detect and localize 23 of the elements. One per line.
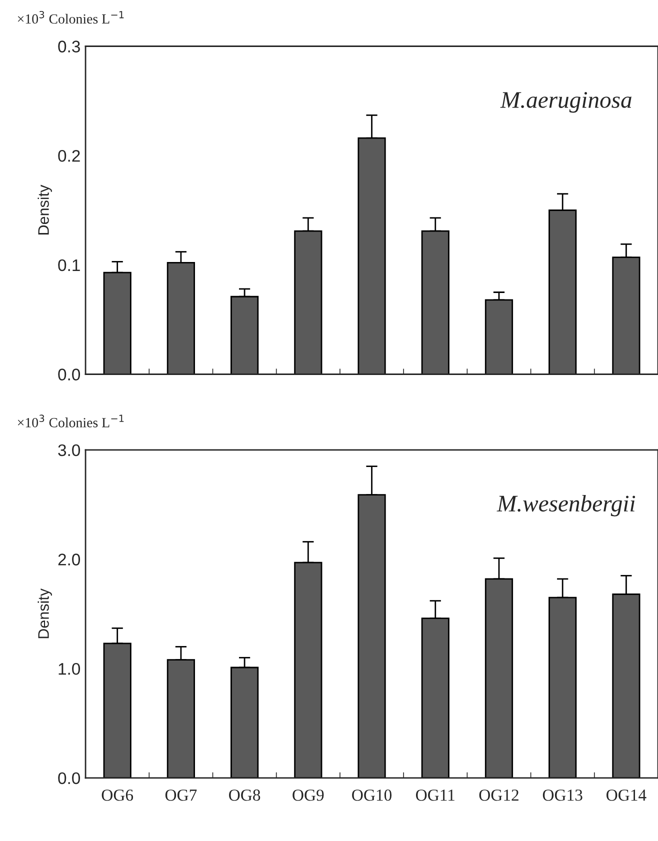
y-tick-label: 0.2 — [58, 150, 80, 162]
text: M.wesenbergii — [496, 494, 636, 516]
y-axis-title: Density — [38, 588, 52, 638]
y-tick-label: 0.1 — [58, 259, 80, 272]
y-tick-label: 0.3 — [58, 40, 80, 52]
text: M.aeruginosa — [500, 92, 632, 113]
y-tick-label: 2.0 — [58, 554, 80, 566]
y-tick-label: 0.0 — [58, 772, 80, 784]
y-tick-label: 1.0 — [58, 662, 80, 675]
x-tick-label: OG14 — [606, 790, 646, 801]
x-tick-label: OG10 — [352, 790, 392, 801]
x-tick-label: OG7 — [165, 790, 197, 801]
text: ×10$^{3}$ Colonies L$^{−1}$ — [18, 414, 124, 428]
x-tick-label: OG8 — [229, 790, 260, 801]
y-tick-label: 3.0 — [58, 444, 80, 456]
x-tick-label: OG9 — [292, 790, 324, 801]
x-tick-label: OG12 — [479, 790, 518, 801]
y-axis-title: Density — [38, 184, 52, 234]
text: ×10$^{3}$ Colonies L$^{−1}$ — [18, 10, 124, 24]
x-tick-label: OG6 — [102, 790, 134, 801]
x-tick-label: OG13 — [542, 790, 582, 801]
y-tick-label: 0.0 — [58, 368, 80, 380]
x-tick-label: OG11 — [416, 790, 454, 801]
